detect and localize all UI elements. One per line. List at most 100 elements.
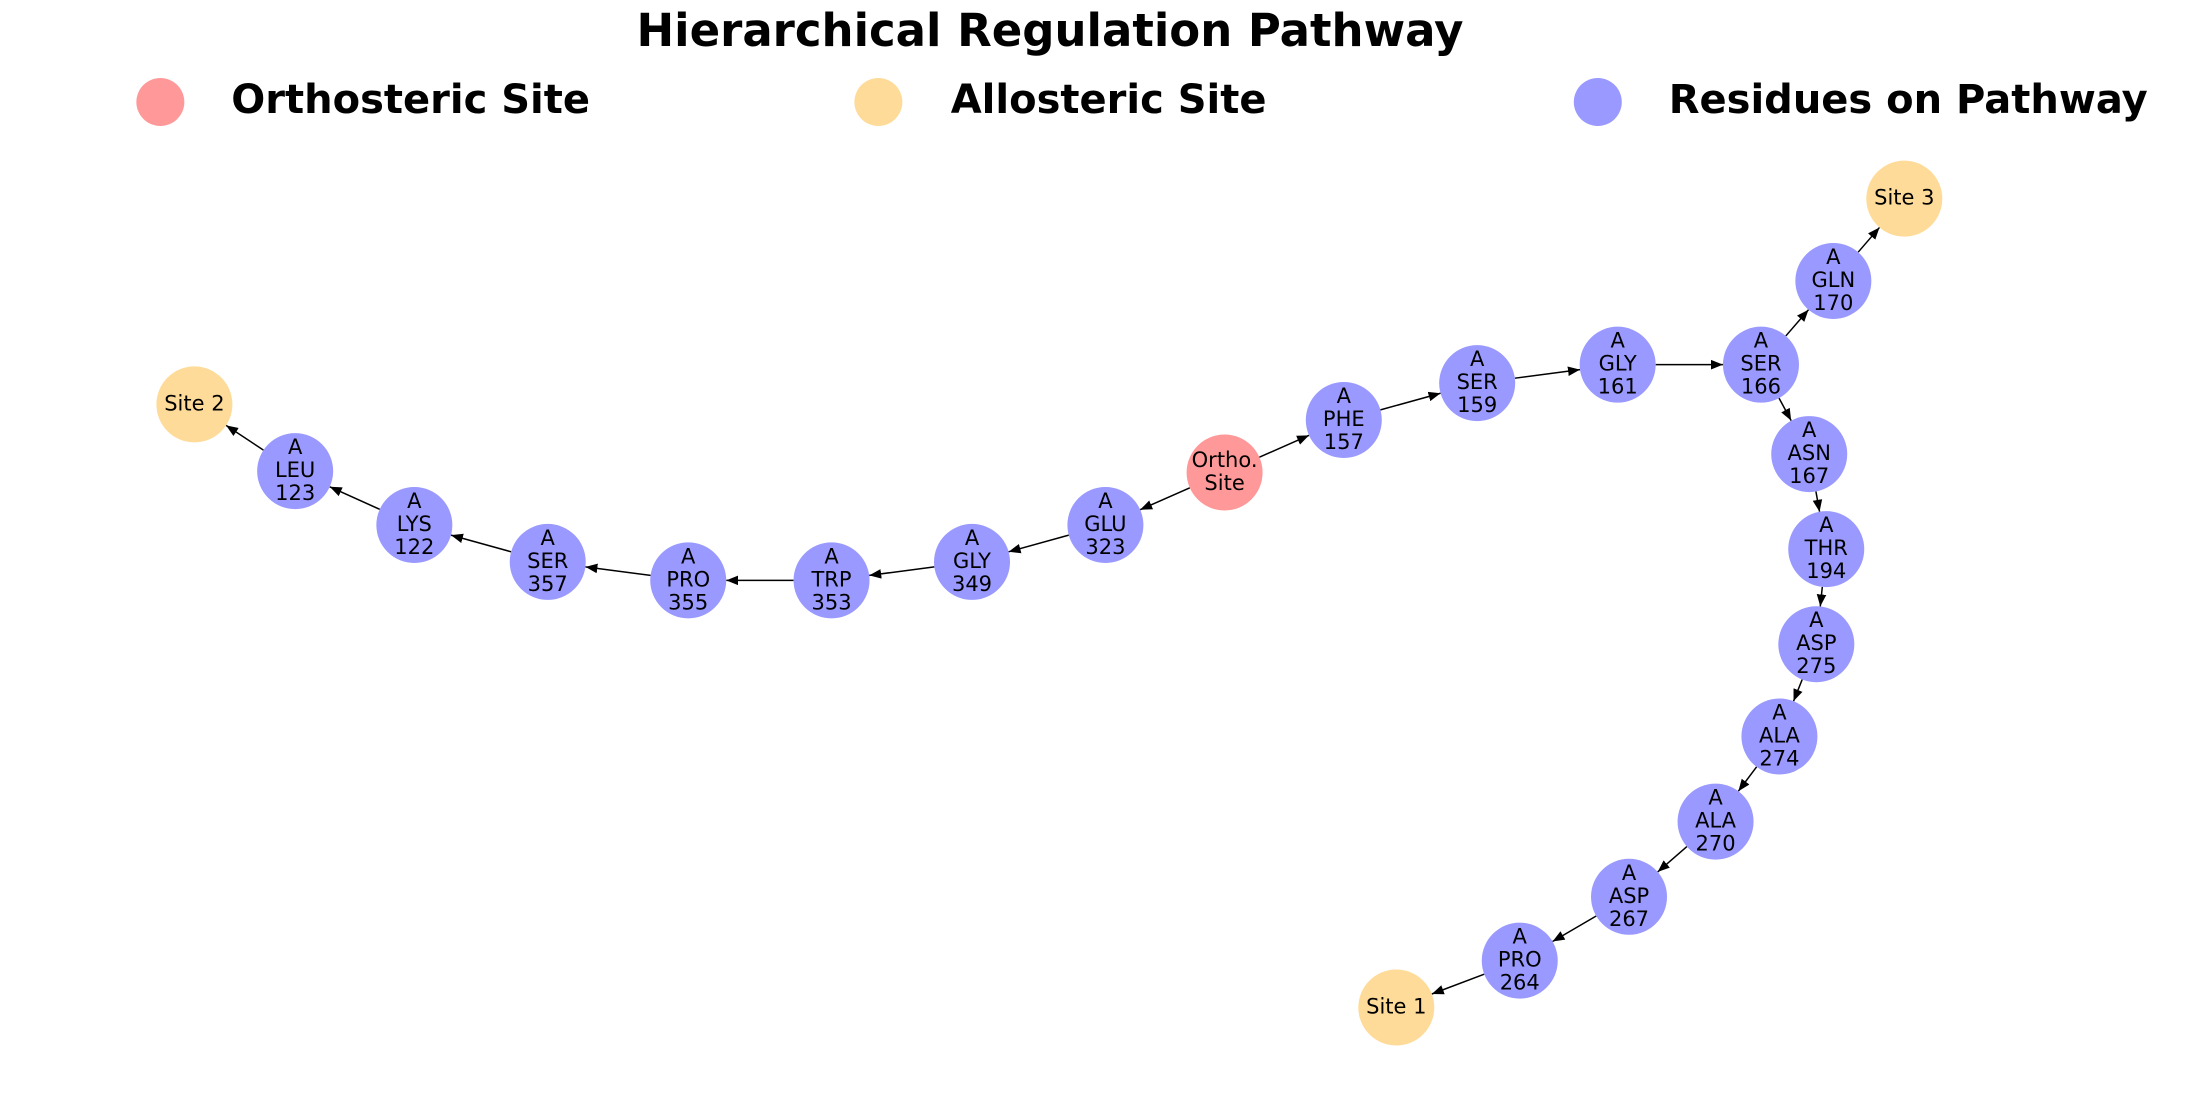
edge [1552,915,1597,943]
node-label: GLY [953,549,991,573]
node-label: ALA [1759,723,1801,747]
node: Ortho.Site [1186,434,1263,511]
node-circle [1866,160,1943,237]
node-circle [934,523,1011,600]
node-circle [1358,969,1435,1046]
node: Site 1 [1358,969,1435,1046]
node-circle [1741,698,1818,775]
node-label: Site 1 [1366,994,1426,1018]
node-circle [257,433,334,510]
node-label: Ortho. [1192,448,1258,472]
node-label: 194 [1806,559,1846,583]
node-label: 267 [1609,907,1649,931]
node-label: A [965,526,980,550]
node-label: A [1772,700,1787,724]
legend-marker [136,78,185,126]
edge [1008,534,1069,554]
edge [1657,845,1688,873]
node-label: 161 [1598,375,1638,399]
node-label: 274 [1759,746,1799,770]
legend: Orthosteric Site Allosteric Site Residues … [136,77,2148,126]
edge [225,424,264,451]
node-label: A [1622,861,1637,885]
node-label: A [1098,489,1113,513]
node-label: THR [1804,536,1848,560]
node-circle [509,523,586,600]
edge [1785,309,1810,337]
node: Site 3 [1866,160,1943,237]
node-label: 123 [275,481,315,505]
node-label: LEU [275,458,315,482]
node-label: SER [527,549,568,573]
node-circle [1771,416,1848,493]
node-label: A [1802,418,1817,442]
edges [225,226,1881,995]
node-circle [650,542,727,619]
node-label: 170 [1813,291,1853,315]
node-label: 159 [1457,393,1497,417]
node-label: PRO [1498,948,1542,972]
node-label: A [1809,608,1824,632]
node-circle [1186,434,1263,511]
edge [1514,366,1581,379]
legend-label: Residues on Pathway [1669,77,2148,123]
legend-label: Orthosteric Site [231,77,590,123]
node-label: A [824,544,839,568]
node: Site 2 [156,366,233,443]
edge [1431,973,1485,995]
edge [1857,226,1881,253]
node-circle [1788,511,1865,588]
node-circle [1778,606,1855,683]
node-label: 264 [1500,971,1540,995]
node-label: GLN [1812,268,1856,292]
node-label: SER [1740,352,1781,376]
node-label: A [1610,329,1625,353]
edge [1816,586,1827,607]
node-label: A [288,435,303,459]
node-label: A [1826,245,1841,269]
node-circle [1722,326,1799,403]
node-circle [793,542,870,619]
edge [585,563,651,577]
edge [1778,397,1792,421]
node-label: 349 [952,572,992,596]
node-label: TRP [810,567,851,591]
node-label: PHE [1323,407,1365,431]
node-circle [1481,922,1558,999]
edge [329,486,381,511]
node-label: 122 [394,535,434,559]
node-label: A [1819,513,1834,537]
legend-marker [854,78,903,126]
node-label: SER [1457,370,1498,394]
edge [1380,391,1441,411]
node-circle [1677,783,1754,860]
node-label: A [1337,384,1352,408]
edge [1812,491,1823,512]
node-label: A [541,526,556,550]
node-label: GLY [1599,352,1637,376]
edge [1792,679,1803,702]
node-label: 355 [668,590,708,614]
node-label: A [1470,347,1485,371]
node-label: A [407,489,422,513]
node-circle [1795,242,1872,319]
title: Hierarchical Regulation Pathway [637,4,1464,57]
node-label: 166 [1741,375,1781,399]
node-label: 323 [1085,535,1125,559]
legend-marker [1573,78,1622,126]
